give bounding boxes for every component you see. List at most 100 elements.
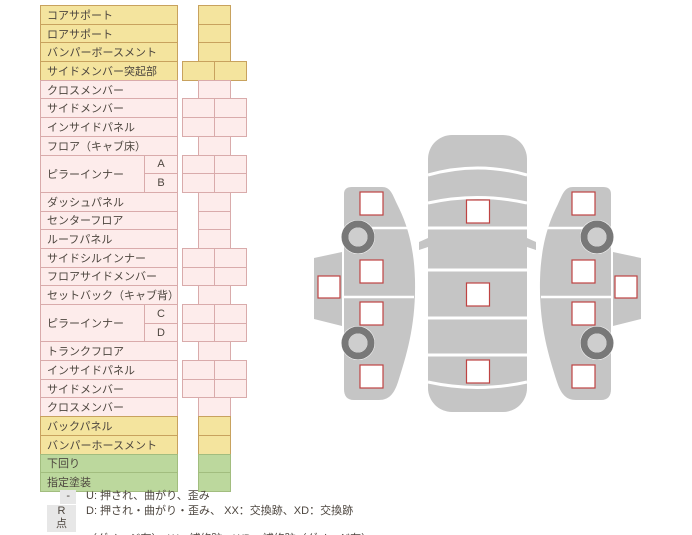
cell-row [182, 5, 247, 25]
part-label: クロスメンバー [47, 84, 124, 97]
part-label: フロアサイドメンバー [47, 271, 157, 284]
part-label: サイドシルインナー [47, 252, 146, 265]
damage-cell[interactable] [214, 98, 247, 119]
damage-marker[interactable] [465, 359, 491, 384]
sub-row-c: C [145, 305, 177, 324]
cell-row [182, 23, 247, 44]
damage-marker[interactable] [571, 259, 596, 284]
car-right-side-view [539, 187, 641, 400]
part-row: サイドメンバー [40, 378, 178, 399]
damage-cell[interactable] [182, 61, 215, 81]
damage-marker[interactable] [359, 364, 384, 389]
damage-cell[interactable] [182, 98, 215, 119]
panel-divider [427, 196, 528, 205]
damage-marker[interactable] [317, 275, 341, 299]
damage-cell[interactable] [214, 304, 247, 324]
cell-row [182, 117, 247, 137]
damage-cell[interactable] [198, 5, 231, 25]
part-label: ロアサポート [47, 28, 113, 41]
damage-marker[interactable] [465, 282, 491, 307]
legend-text-u: U: 押され、曲がり、歪み [86, 490, 210, 502]
damage-marker[interactable] [571, 191, 596, 216]
damage-cell[interactable] [214, 247, 247, 268]
cell-row [182, 210, 247, 231]
damage-marker[interactable] [359, 259, 384, 284]
damage-marker[interactable] [571, 301, 596, 326]
damage-cell[interactable] [198, 210, 231, 231]
part-label: センターフロア [47, 215, 124, 228]
damage-cell[interactable] [198, 341, 231, 362]
damage-cell[interactable] [198, 23, 231, 44]
legend: - U: 押され、曲がり、歪み R点 D: 押され・曲がり・歪み、 XX：交換跡… [47, 490, 372, 535]
damage-cell[interactable] [198, 472, 231, 492]
wheel-icon [580, 220, 614, 254]
damage-cell[interactable] [198, 434, 231, 455]
part-label: サイドメンバー突起部 [47, 65, 157, 78]
damage-cell[interactable] [182, 266, 215, 287]
part-row: フロア（キャブ床） [40, 135, 178, 156]
part-row: バンパーホースメント [40, 434, 178, 455]
cell-row [182, 98, 247, 119]
damage-cell[interactable] [198, 135, 231, 156]
damage-cell[interactable] [182, 322, 215, 343]
damage-marker[interactable] [465, 199, 491, 224]
panel-divider [427, 380, 528, 389]
damage-marker[interactable] [614, 275, 638, 299]
damage-cell[interactable] [214, 154, 247, 175]
car-damage-diagram [300, 130, 652, 422]
part-label: サイドメンバー [47, 383, 124, 396]
sub-row-d: D [157, 326, 165, 339]
damage-marker[interactable] [359, 301, 384, 326]
part-label: バンパーホースメント [47, 439, 157, 452]
damage-cell[interactable] [182, 117, 215, 137]
damage-cell[interactable] [214, 266, 247, 287]
damage-cell[interactable] [214, 173, 247, 193]
damage-cell[interactable] [214, 360, 247, 380]
cell-row [182, 322, 247, 343]
damage-cell[interactable] [198, 397, 231, 418]
damage-marker[interactable] [359, 191, 384, 216]
damage-cell[interactable] [182, 378, 215, 399]
top-car-body [428, 135, 527, 412]
damage-cell[interactable] [214, 117, 247, 137]
cell-row [182, 416, 247, 436]
part-row: サイドシルインナー [40, 247, 178, 268]
legend-line-u: - U: 押され、曲がり、歪み [47, 490, 372, 504]
damage-cell[interactable] [198, 42, 231, 63]
damage-cell[interactable] [198, 453, 231, 474]
part-label: ルーフパネル [47, 234, 113, 247]
cell-row [182, 173, 247, 193]
part-label: セットバック（キャブ背） [47, 290, 177, 303]
damage-cell[interactable] [214, 322, 247, 343]
damage-cell[interactable] [198, 79, 231, 100]
part-row: サイドメンバー [40, 98, 178, 119]
left-mirror [419, 238, 428, 250]
damage-cell[interactable] [182, 360, 215, 380]
damage-cell[interactable] [198, 229, 231, 249]
part-row: セットバック（キャブ背） [40, 285, 178, 306]
part-row: コアサポート [40, 5, 178, 25]
damage-cell[interactable] [182, 304, 215, 324]
part-label: トランクフロア [47, 346, 124, 359]
legend-key-dash: - [60, 490, 76, 504]
part-label: サイドメンバー [47, 103, 124, 116]
damage-cell[interactable] [214, 61, 247, 81]
damage-cell[interactable] [198, 416, 231, 436]
damage-cell[interactable] [198, 285, 231, 305]
cell-row [182, 378, 247, 399]
damage-marker[interactable] [571, 364, 596, 389]
damage-cell[interactable] [182, 247, 215, 268]
damage-cell[interactable] [214, 378, 247, 399]
part-row: バンパーボースメント [40, 42, 178, 63]
legend-key-rpoint: R点 [47, 504, 76, 532]
damage-cell[interactable] [182, 154, 215, 175]
damage-cell[interactable] [198, 191, 231, 212]
cell-row [182, 434, 247, 455]
damage-cell[interactable] [182, 173, 215, 193]
cell-row [182, 229, 247, 249]
wheel-icon [341, 326, 375, 360]
cell-row [182, 191, 247, 212]
part-label: クロスメンバー [47, 402, 124, 415]
legend-text-rpoint: D: 押され・曲がり・歪み、 XX：交換跡、XD：交換跡 [86, 504, 354, 517]
